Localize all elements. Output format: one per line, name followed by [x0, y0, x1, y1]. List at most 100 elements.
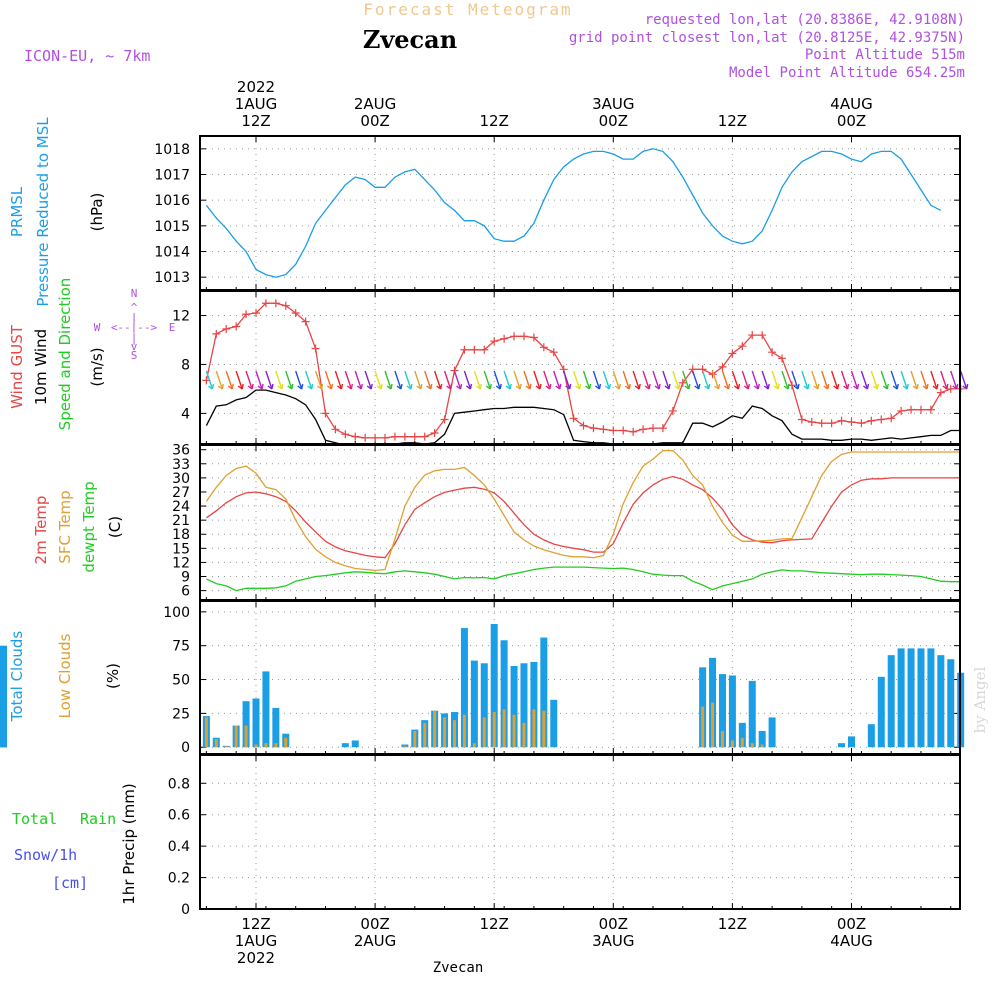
precip-unit: 1hr Precip (mm)	[120, 783, 138, 904]
wind-arrow-head	[307, 383, 314, 390]
wind-arrow-head	[952, 383, 959, 390]
total-cloud-bar	[460, 628, 468, 748]
gust-marker	[926, 405, 935, 414]
wind-arrow-head	[604, 383, 612, 390]
precip-label-snow: Snow/1h	[14, 846, 77, 864]
wind-arrow-head	[932, 383, 939, 390]
gust-marker	[797, 415, 806, 424]
wind-arrow	[751, 370, 760, 390]
y-tick-label: 1015	[154, 219, 190, 235]
wind-arrow	[414, 370, 423, 390]
total-cloud-bar	[470, 660, 478, 748]
y-tick-label: 25	[172, 706, 190, 722]
wind-arrow-head	[475, 383, 483, 390]
wind-arrow	[285, 370, 294, 390]
wind-arrow	[890, 370, 899, 390]
wind-arrow	[930, 370, 939, 390]
cloud-label-low: Low Clouds	[56, 633, 74, 718]
wind-arrow-shaft	[285, 370, 293, 390]
gust-marker	[490, 337, 499, 346]
wind-unit: (m/s)	[88, 347, 106, 386]
wind-arrow-shaft	[741, 370, 749, 390]
wind-arrow-shaft	[215, 370, 223, 390]
wind-arrow-shaft	[384, 370, 392, 390]
gust-marker	[589, 424, 598, 433]
wind-arrow	[394, 370, 403, 390]
wind-arrow-head	[436, 383, 443, 390]
wind-arrow-head	[366, 383, 373, 390]
wind-arrow-head	[783, 383, 790, 390]
wind-arrow-head	[545, 383, 552, 390]
panel-3: 0 25 50 75 100	[0, 600, 965, 756]
wind-arrow-shaft	[354, 370, 362, 390]
wind-arrow-shaft	[433, 370, 442, 390]
wind-arrow-shaft	[880, 370, 888, 390]
wind-arrow-shaft	[553, 370, 561, 390]
wind-arrow-head	[902, 383, 909, 390]
series-line-wind-gust	[205, 302, 961, 439]
low-cloud-bar	[413, 730, 417, 748]
wind-arrow-shaft	[920, 370, 928, 390]
gust-marker	[907, 405, 916, 414]
wind-arrow-head	[743, 383, 751, 390]
wind-arrow-head	[654, 383, 661, 390]
svg-text:<--|-->: <--|-->	[111, 321, 158, 334]
wind-arrow-shaft	[830, 370, 839, 390]
wind-arrow	[801, 370, 810, 390]
station-title: Zvecan	[363, 25, 457, 54]
wind-arrow	[265, 370, 274, 390]
gust-marker	[897, 406, 906, 415]
wind-arrow-shaft	[503, 370, 511, 390]
wind-arrow-head	[763, 383, 770, 390]
total-cloud-bar	[500, 640, 508, 748]
wind-arrow-shaft	[900, 370, 908, 390]
low-cloud-bar	[274, 743, 278, 748]
y-tick-label: 36	[172, 443, 190, 459]
series-line-sfc-temp	[205, 449, 961, 572]
super-title: Forecast Meteogram	[363, 0, 572, 19]
top-axis-label: 1AUG	[235, 95, 277, 113]
gust-marker	[916, 405, 925, 414]
top-axis-label: 2022	[237, 78, 275, 96]
wind-arrow-head	[565, 383, 572, 390]
wind-arrow-head	[644, 383, 651, 390]
low-cloud-bar	[760, 744, 764, 748]
wind-arrow	[463, 370, 473, 390]
wind-arrow-shaft	[701, 370, 710, 390]
wind-arrow-shaft	[850, 370, 859, 390]
low-cloud-bar	[750, 743, 754, 748]
wind-arrow	[682, 370, 691, 390]
wind-arrow-shaft	[344, 370, 352, 390]
wind-arrow-head	[575, 383, 582, 390]
total-cloud-bar	[510, 665, 518, 748]
panel-0: 1013 1014 1015 1016 1017 1018	[154, 135, 961, 291]
bottom-axis-label: 12Z	[480, 915, 509, 933]
wind-arrow-shaft	[721, 370, 730, 390]
total-cloud-bar	[758, 730, 766, 748]
gust-marker	[450, 366, 459, 375]
low-cloud-bar	[234, 725, 238, 748]
wind-arrow-head	[853, 383, 860, 390]
low-cloud-bar	[214, 739, 218, 748]
wind-arrow-head	[733, 383, 741, 390]
wind-arrow-head	[922, 383, 929, 390]
wind-arrow-head	[416, 383, 423, 390]
gust-marker	[807, 417, 816, 426]
total-cloud-bar	[887, 655, 895, 748]
total-cloud-bar	[947, 659, 955, 748]
y-tick-label: 1014	[154, 245, 190, 261]
compass-south: S	[131, 349, 138, 362]
y-tick-label: 1017	[154, 168, 190, 184]
gust-marker	[827, 419, 836, 428]
wind-arrow	[205, 370, 215, 390]
wind-arrow	[364, 370, 373, 390]
wind-arrow-shaft	[245, 370, 253, 390]
wind-arrow-head	[843, 383, 850, 390]
wind-arrow	[572, 370, 582, 390]
wind-arrow-head	[773, 383, 780, 390]
wind-arrow	[672, 370, 681, 390]
wind-arrow-head	[724, 383, 731, 390]
total-cloud-bar	[262, 671, 270, 748]
total-cloud-bar	[907, 648, 915, 748]
low-cloud-bar	[472, 743, 476, 748]
